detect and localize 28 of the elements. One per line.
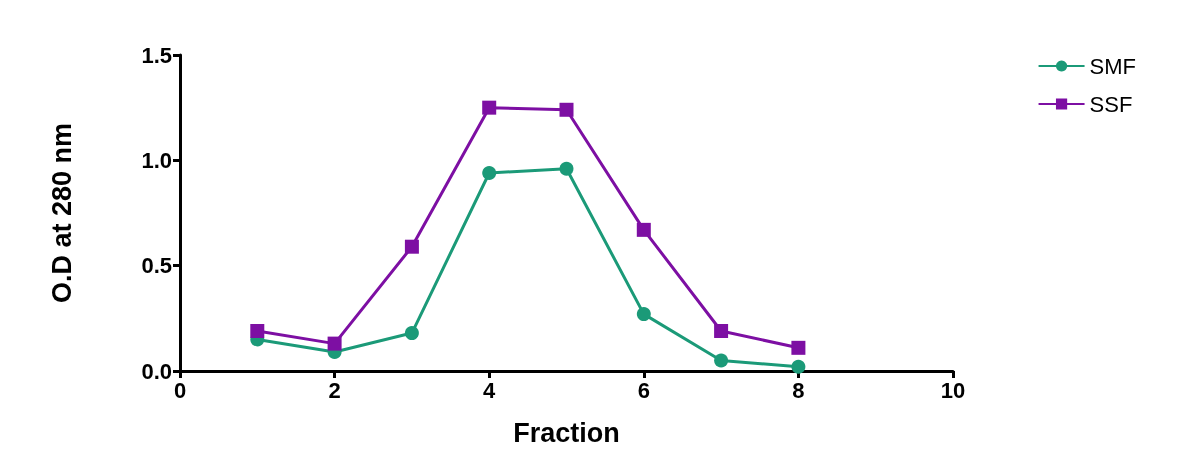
point [404, 239, 419, 254]
point [482, 100, 497, 115]
x-tick-label: 2 [328, 377, 341, 403]
point [559, 161, 574, 176]
point [404, 326, 419, 341]
point [327, 336, 342, 351]
x-tick-label: 0 [173, 377, 187, 403]
x-tick-label: 8 [792, 377, 805, 403]
point [791, 359, 806, 374]
point [250, 323, 265, 338]
y-axis-title: O.D at 280 nm [46, 122, 77, 304]
point [636, 307, 651, 322]
x-tick-label: 10 [940, 377, 966, 403]
x-tick-label: 6 [637, 377, 650, 403]
point [482, 165, 497, 180]
point [714, 353, 729, 368]
y-tick-label: 1.0 [141, 147, 172, 173]
y-tick-label: 0.0 [141, 358, 172, 384]
point [714, 323, 729, 338]
x-axis-title: Fraction [513, 417, 620, 448]
y-tick-label: 0.5 [141, 253, 172, 279]
point [636, 222, 651, 237]
y-tick-label: 1.5 [141, 42, 172, 68]
x-tick-label: 4 [483, 377, 497, 403]
legend-label: SMF [1089, 53, 1137, 79]
legend-label: SSF [1089, 91, 1133, 117]
point [791, 340, 806, 355]
point [559, 102, 574, 117]
